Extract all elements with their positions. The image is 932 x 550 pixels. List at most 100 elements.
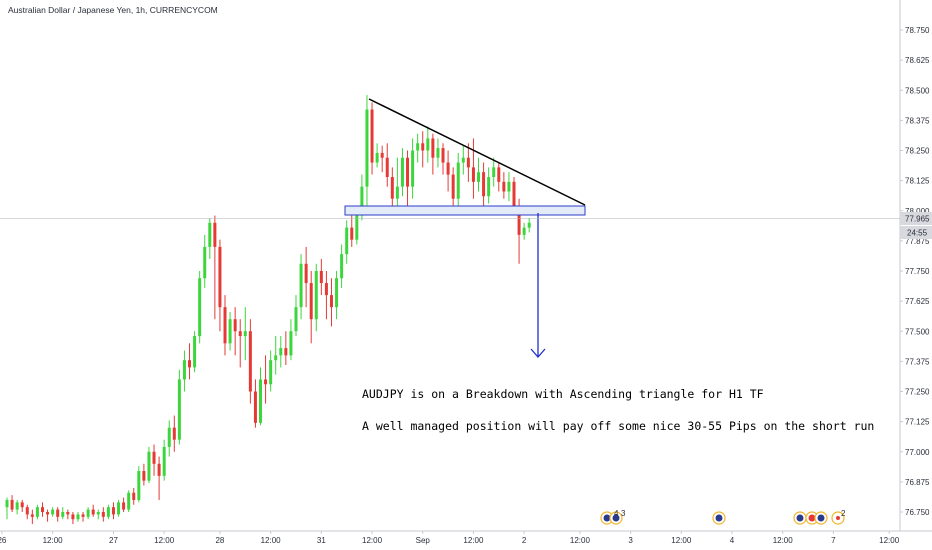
candle-body [172,427,176,440]
support-zone-rectangle [344,205,586,216]
candle-body [86,509,90,517]
candle-body [177,379,181,440]
candle-body [517,205,521,235]
candle [345,220,349,264]
price-tick-label: 76.875 [905,478,930,487]
candle [471,138,475,199]
candle-body [400,157,404,187]
time-tick-label: 31 [317,536,326,545]
candle [198,271,202,344]
candle [259,367,262,426]
candle-body [487,177,491,197]
candle-body [411,150,415,187]
candle [421,131,425,168]
time-tick-label: 26 [0,536,7,545]
candle-body [380,152,384,158]
candle-body [431,138,435,158]
candle-body [335,278,339,308]
candle [96,509,100,520]
candle-body [253,391,257,423]
economic-events[interactable]: 4 3 2 [600,509,846,525]
price-tick-label: 77.125 [905,418,930,427]
candle-body [279,348,283,356]
candle [208,217,212,259]
event-count-badge: 4 [614,509,619,518]
candle-body [208,222,212,247]
candle [289,319,293,361]
candle [512,177,516,211]
candle [137,466,141,503]
candle-body [416,143,420,151]
candle-body [436,148,440,158]
candle-body [299,263,303,308]
candle [395,157,399,206]
candle-body [20,502,24,508]
time-axis[interactable]: 26 12:00 27 12:00 28 12:00 31 12:00 Sep 12:00 2 12:… [0,531,900,545]
candle [274,336,278,375]
candle-body [96,512,100,515]
candle [441,143,445,175]
candle [461,145,465,175]
candle-body [238,331,242,337]
time-tick-label: 4 [730,536,735,545]
price-tick-label: 77.375 [905,357,930,366]
candle [76,512,80,522]
candle [380,145,384,173]
candle [56,507,60,522]
candle-body [147,451,151,481]
candle-body [482,172,486,197]
candle-body [512,181,516,206]
time-tick-label: 12:00 [261,536,282,545]
time-tick-label: 28 [215,536,224,545]
candle-body [304,263,308,284]
event-count-badge: 3 [621,509,626,518]
candle [213,215,217,320]
candle [304,246,308,308]
candle-body [46,512,50,515]
annotation-line-1: AUDJPY is on a Breakdown with Ascending … [362,387,764,401]
candle-body [15,502,19,510]
candle-body [81,514,85,517]
flag-au-icon [603,514,611,522]
time-tick-label: 12:00 [570,536,591,545]
candle [147,446,151,484]
candle-body [117,502,121,515]
candle [177,369,181,445]
time-tick-label: 12:00 [43,536,64,545]
candle-body [461,157,465,163]
current-price-value: 77.965 [905,215,930,224]
price-axis[interactable]: 78.750 78.625 78.500 78.375 78.250 78.125 78.0… [900,26,930,517]
candle [30,509,34,525]
time-tick-label: 3 [628,536,633,545]
candle-body [71,514,75,520]
candle-body [264,379,268,385]
time-tick-label: 12:00 [463,536,484,545]
price-tick-label: 78.500 [905,86,930,95]
candle [492,157,496,187]
candle [35,504,39,520]
candle [284,331,288,365]
candle [172,415,176,452]
candle-body [142,471,146,481]
candle-body [66,512,70,515]
candle-body [471,167,475,182]
candle [299,254,303,320]
flag-jp-icon [836,516,840,520]
candle-body [137,471,141,500]
chart-title: Australian Dollar / Japanese Yen, 1h, CU… [8,5,218,15]
candle-body [329,295,333,308]
time-tick-label: Sep [416,536,431,545]
candle [406,150,410,211]
candle [132,487,136,505]
candle-body [76,514,80,520]
candle [329,278,333,327]
candle-body [289,331,293,356]
descending-trendline [368,98,586,206]
time-tick-label: 27 [109,536,118,545]
candle [61,507,65,520]
candle-body [243,331,247,337]
candle [456,152,460,211]
flag-au-icon [796,514,804,522]
time-tick-label: 12:00 [671,536,692,545]
candle-body [269,360,273,385]
